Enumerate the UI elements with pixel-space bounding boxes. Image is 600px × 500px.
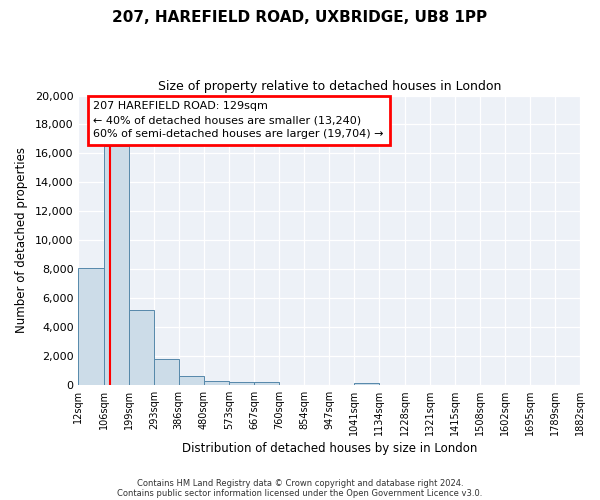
Text: 207, HAREFIELD ROAD, UXBRIDGE, UB8 1PP: 207, HAREFIELD ROAD, UXBRIDGE, UB8 1PP: [112, 10, 488, 25]
Bar: [355, 383, 379, 384]
X-axis label: Distribution of detached houses by size in London: Distribution of detached houses by size …: [182, 442, 477, 455]
Bar: [229, 382, 254, 384]
Bar: [79, 268, 104, 384]
Bar: [104, 146, 128, 384]
Bar: [128, 310, 154, 384]
Bar: [154, 358, 179, 384]
Text: Contains HM Land Registry data © Crown copyright and database right 2024.: Contains HM Land Registry data © Crown c…: [137, 478, 463, 488]
Title: Size of property relative to detached houses in London: Size of property relative to detached ho…: [158, 80, 501, 93]
Y-axis label: Number of detached properties: Number of detached properties: [15, 147, 28, 333]
Text: Contains public sector information licensed under the Open Government Licence v3: Contains public sector information licen…: [118, 488, 482, 498]
Bar: [204, 381, 229, 384]
Bar: [179, 376, 204, 384]
Bar: [254, 382, 279, 384]
Text: 207 HAREFIELD ROAD: 129sqm
← 40% of detached houses are smaller (13,240)
60% of : 207 HAREFIELD ROAD: 129sqm ← 40% of deta…: [94, 102, 384, 140]
